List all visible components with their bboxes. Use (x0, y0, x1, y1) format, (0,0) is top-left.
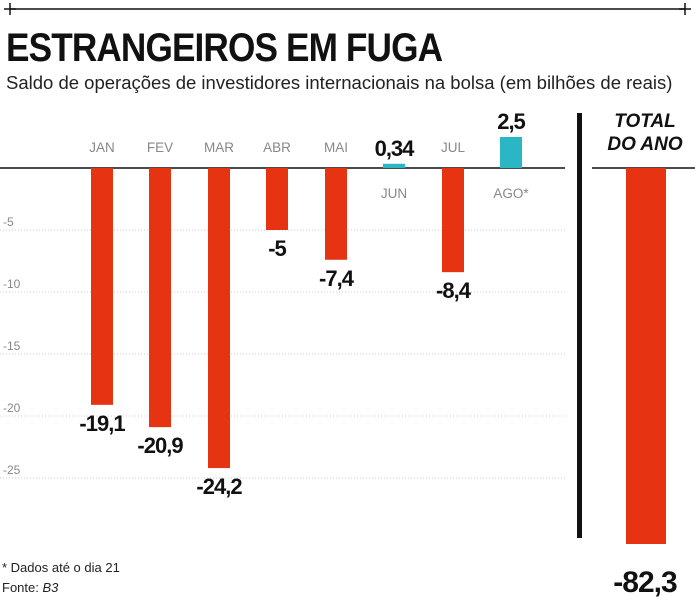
bar-jun (383, 163, 405, 168)
category-label: JAN (89, 140, 115, 155)
category-label: AGO* (493, 186, 529, 201)
bar-abr (266, 168, 288, 230)
y-tick-label: -20 (3, 401, 21, 415)
chart-title: ESTRANGEIROS EM FUGA (6, 26, 443, 70)
value-label: -24,2 (196, 474, 242, 499)
y-tick-label: -25 (3, 463, 21, 477)
bar-fev (149, 168, 171, 428)
value-label: -19,1 (79, 411, 125, 436)
total-value-label: -82,3 (613, 566, 677, 599)
total-label-line2: DO ANO (607, 134, 683, 155)
category-label: MAI (324, 140, 348, 155)
source-name: B3 (42, 580, 59, 595)
value-label: -20,9 (137, 433, 183, 458)
category-label: ABR (263, 140, 291, 155)
chart-subtitle: Saldo de operações de investidores inter… (6, 72, 673, 93)
y-tick-label: -5 (3, 215, 14, 229)
source-prefix: Fonte: (2, 580, 43, 595)
value-label: -8,4 (436, 278, 472, 303)
bar-ago (500, 137, 522, 168)
y-tick-label: -15 (3, 339, 21, 353)
value-label: 0,34 (375, 136, 416, 161)
bar-mai (325, 168, 347, 260)
bar-jul (442, 168, 464, 273)
footnote: * Dados até o dia 21 (2, 560, 120, 575)
total-separator (577, 113, 582, 538)
value-label: -7,4 (319, 266, 355, 291)
category-label: JUN (381, 186, 407, 201)
category-label: JUL (441, 140, 465, 155)
value-label: 2,5 (497, 109, 525, 134)
total-label-line1: TOTAL (614, 111, 676, 132)
bar-total (626, 168, 666, 544)
bar-mar (208, 168, 230, 469)
value-label: -5 (268, 236, 286, 261)
source: Fonte: B3 (2, 580, 58, 595)
category-label: FEV (147, 140, 173, 155)
category-label: MAR (204, 140, 234, 155)
top-rule (4, 3, 691, 15)
y-tick-label: -10 (3, 277, 21, 291)
bar-jan (91, 168, 113, 405)
